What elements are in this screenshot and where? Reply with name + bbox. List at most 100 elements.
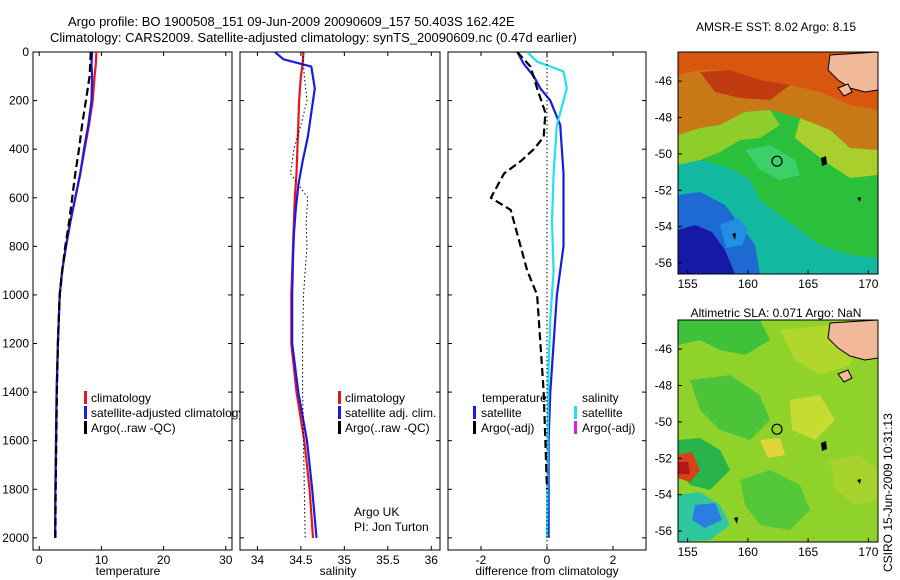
x-tick-label: 34.5 bbox=[289, 553, 313, 567]
difference-xlabel: difference from climatology bbox=[475, 564, 618, 578]
sst-map-title: AMSR-E SST: 8.02 Argo: 8.15 bbox=[696, 20, 856, 34]
profile-location-marker bbox=[771, 155, 783, 167]
x-tick-label: 36 bbox=[425, 553, 439, 567]
salinity-xlabel: salinity bbox=[320, 564, 357, 578]
salinity-axis-ticks: 34 34.5 35 35.5 36 bbox=[251, 52, 439, 567]
lon-tick-label: 160 bbox=[738, 277, 758, 291]
lon-tick-label: 170 bbox=[858, 277, 878, 291]
difference-legend-temperature: temperature satellite Argo(-adj) bbox=[473, 391, 547, 435]
x-tick-label: 30 bbox=[219, 553, 233, 567]
legend-label-argo: Argo(..raw -QC) bbox=[91, 421, 176, 435]
temperature-xlabel: temperature bbox=[96, 564, 161, 578]
legend-label-climatology: climatology bbox=[345, 391, 405, 405]
x-tick-label: 2 bbox=[610, 553, 617, 567]
legend-heading-temperature: temperature bbox=[482, 391, 547, 405]
depth-tick-label: 600 bbox=[9, 191, 29, 205]
legend-swatch-satellite bbox=[84, 406, 87, 419]
profile-location-marker bbox=[771, 423, 783, 435]
depth-tick-label: 800 bbox=[9, 239, 29, 253]
coastline-land bbox=[827, 320, 878, 361]
difference-panel: -2 0 2 difference from climatology tempera… bbox=[447, 51, 647, 578]
header-line-1: Argo profile: BO 1900508_151 09-Jun-2009… bbox=[68, 14, 515, 29]
sst-map: AMSR-E SST: 8.02 Argo: 8.15 155 160 165 170… bbox=[655, 20, 879, 291]
depth-tick-label: 2000 bbox=[2, 531, 29, 545]
lon-tick-label: 170 bbox=[858, 545, 878, 559]
sst-field bbox=[678, 52, 878, 274]
sst-latitude-ticks: -46 -48 -50 -52 -54 -56 bbox=[655, 74, 682, 270]
sla-map: Altimetric SLA: 0.071 Argo: NaN 155 160 16… bbox=[655, 306, 879, 559]
legend-label-sal-argo: Argo(-adj) bbox=[582, 421, 635, 435]
header-line-2: Climatology: CARS2009. Satellite-adjuste… bbox=[50, 30, 577, 45]
series-line-salinity-satellite bbox=[526, 52, 568, 538]
salinity-panel: 34 34.5 35 35.5 36 salinity climatology sate… bbox=[239, 51, 441, 578]
series-line-satellite-adj-clim- bbox=[274, 52, 318, 538]
legend-label-temp-satellite: satellite bbox=[481, 406, 522, 420]
lat-tick-label: -50 bbox=[655, 147, 673, 161]
temperature-legend: climatology satellite-adjusted climatolo… bbox=[84, 391, 244, 435]
series-line-satellite-adjusted-climatology bbox=[54, 52, 94, 538]
x-tick-label: 35 bbox=[338, 553, 352, 567]
lat-tick-label: -48 bbox=[655, 379, 673, 393]
legend-swatch-argo bbox=[338, 421, 341, 434]
legend-label-climatology: climatology bbox=[91, 391, 151, 405]
legend-heading-salinity: salinity bbox=[582, 391, 619, 405]
depth-tick-label: 1200 bbox=[2, 337, 29, 351]
lat-tick-label: -54 bbox=[655, 220, 673, 234]
lat-tick-label: -54 bbox=[655, 488, 673, 502]
sst-map-frame bbox=[677, 51, 879, 275]
legend-swatch-temp-satellite bbox=[473, 406, 476, 419]
legend-swatch-temp-argo bbox=[473, 421, 476, 434]
legend-label-argo: Argo(..raw -QC) bbox=[345, 421, 430, 435]
lon-tick-label: 165 bbox=[798, 277, 818, 291]
temperature-axes-frame bbox=[32, 51, 233, 551]
depth-tick-label: 1600 bbox=[2, 434, 29, 448]
salinity-depth-ticks bbox=[240, 51, 440, 539]
legend-swatch-climatology bbox=[338, 391, 341, 404]
legend-label-satellite: satellite adj. clim. bbox=[345, 406, 436, 420]
legend-swatch-climatology bbox=[84, 391, 87, 404]
legend-label-temp-argo: Argo(-adj) bbox=[481, 421, 534, 435]
difference-legend-salinity: salinity satellite Argo(-adj) bbox=[574, 391, 635, 435]
lat-tick-label: -56 bbox=[655, 256, 673, 270]
depth-tick-label: 0 bbox=[22, 45, 29, 59]
depth-tick-label: 1800 bbox=[2, 482, 29, 496]
temperature-series bbox=[54, 52, 98, 538]
lat-tick-label: -46 bbox=[655, 342, 673, 356]
depth-tick-label: 200 bbox=[9, 94, 29, 108]
salinity-legend: climatology satellite adj. clim. Argo(..… bbox=[338, 391, 436, 435]
timestamp-label: CSIRO 15-Jun-2009 10:31:13 bbox=[881, 413, 895, 572]
difference-depth-ticks bbox=[448, 51, 646, 539]
depth-axis-ticks: 0 200 400 600 800 1000 1200 1400 1600 1800 2000 bbox=[2, 45, 232, 545]
depth-tick-label: 1400 bbox=[2, 385, 29, 399]
temperature-panel: 0 200 400 600 800 1000 1200 1400 1600 1800 2000 0 1… bbox=[2, 45, 244, 578]
legend-swatch-argo bbox=[84, 421, 87, 434]
legend-swatch-sal-satellite bbox=[574, 406, 577, 419]
x-tick-label: 10 bbox=[95, 553, 109, 567]
series-line-argo-raw-qc- bbox=[289, 52, 309, 538]
coastline-land bbox=[827, 52, 878, 93]
lon-tick-label: 155 bbox=[678, 277, 698, 291]
float-pi: PI: Jon Turton bbox=[354, 520, 429, 534]
x-tick-label: 34 bbox=[251, 553, 265, 567]
x-tick-label: 0 bbox=[36, 553, 43, 567]
lon-tick-label: 165 bbox=[798, 545, 818, 559]
sla-map-frame bbox=[677, 319, 879, 543]
x-tick-label: 20 bbox=[157, 553, 171, 567]
sla-field bbox=[678, 320, 878, 542]
x-tick-label: -2 bbox=[476, 553, 487, 567]
lat-tick-label: -52 bbox=[655, 451, 673, 465]
lat-tick-label: -50 bbox=[655, 415, 673, 429]
float-operator: Argo UK bbox=[354, 505, 399, 519]
lat-tick-label: -46 bbox=[655, 74, 673, 88]
legend-swatch-satellite bbox=[338, 406, 341, 419]
series-line-temperature-argo-adj- bbox=[489, 52, 549, 490]
sst-longitude-ticks: 155 160 165 170 bbox=[678, 270, 879, 291]
lon-tick-label: 160 bbox=[738, 545, 758, 559]
lat-tick-label: -52 bbox=[655, 183, 673, 197]
lat-tick-label: -48 bbox=[655, 111, 673, 125]
salinity-axes-frame bbox=[239, 51, 441, 551]
sla-map-title: Altimetric SLA: 0.071 Argo: NaN bbox=[691, 306, 862, 320]
sla-latitude-ticks: -46 -48 -50 -52 -54 -56 bbox=[655, 342, 682, 538]
x-tick-label: 0 bbox=[544, 553, 551, 567]
